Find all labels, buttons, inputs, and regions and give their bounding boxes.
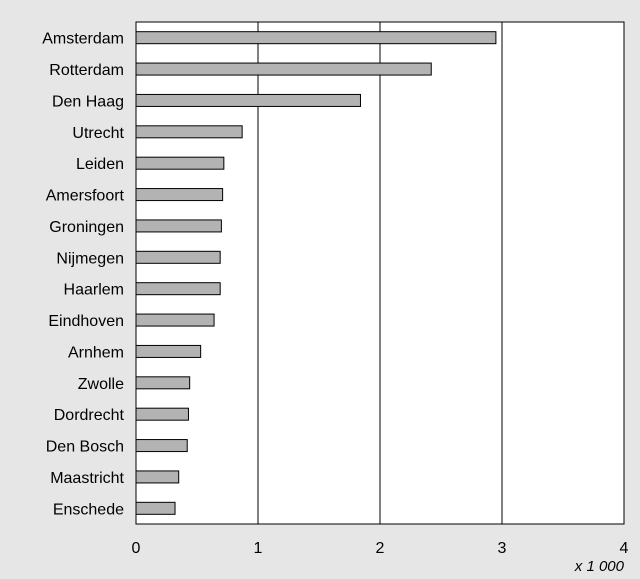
category-label: Eindhoven [48, 313, 124, 330]
unit-label: x 1 000 [574, 558, 625, 575]
category-label: Den Bosch [46, 439, 124, 456]
bar [135, 282, 221, 296]
category-label: Nijmegen [56, 250, 124, 267]
bar [135, 93, 361, 107]
category-label: Haarlem [64, 282, 124, 299]
x-tick-labels: 0 1 2 3 4 [132, 540, 629, 557]
bar [135, 313, 215, 327]
category-label: Zwolle [78, 376, 124, 393]
x-tick-label: 0 [132, 540, 141, 557]
bar [135, 439, 188, 453]
bar [135, 470, 180, 484]
category-label: Amersfoort [46, 188, 125, 205]
category-label: Enschede [53, 501, 124, 518]
bars [135, 31, 497, 515]
category-label: Maastricht [50, 470, 124, 487]
bar [135, 125, 243, 139]
bar [135, 376, 191, 390]
bar [135, 156, 225, 170]
category-label: Leiden [76, 156, 124, 173]
x-tick-label: 2 [376, 540, 385, 557]
bar [135, 250, 221, 264]
x-tick-label: 3 [498, 540, 507, 557]
category-label: Rotterdam [49, 62, 124, 79]
category-label: Groningen [49, 219, 124, 236]
bar [135, 344, 202, 358]
category-label: Den Haag [52, 93, 124, 110]
category-label: Dordrecht [54, 407, 125, 424]
bar [135, 501, 176, 515]
bar [135, 62, 432, 76]
category-labels: Amsterdam Rotterdam Den Haag Utrecht Leiden A… [42, 31, 124, 519]
category-label: Utrecht [72, 125, 124, 142]
x-tick-label: 4 [620, 540, 629, 557]
bar [135, 407, 189, 421]
bar [135, 31, 497, 45]
category-label: Arnhem [68, 344, 124, 361]
bar [135, 219, 222, 233]
x-tick-label: 1 [254, 540, 263, 557]
bar [135, 188, 224, 202]
category-label: Amsterdam [42, 31, 124, 48]
